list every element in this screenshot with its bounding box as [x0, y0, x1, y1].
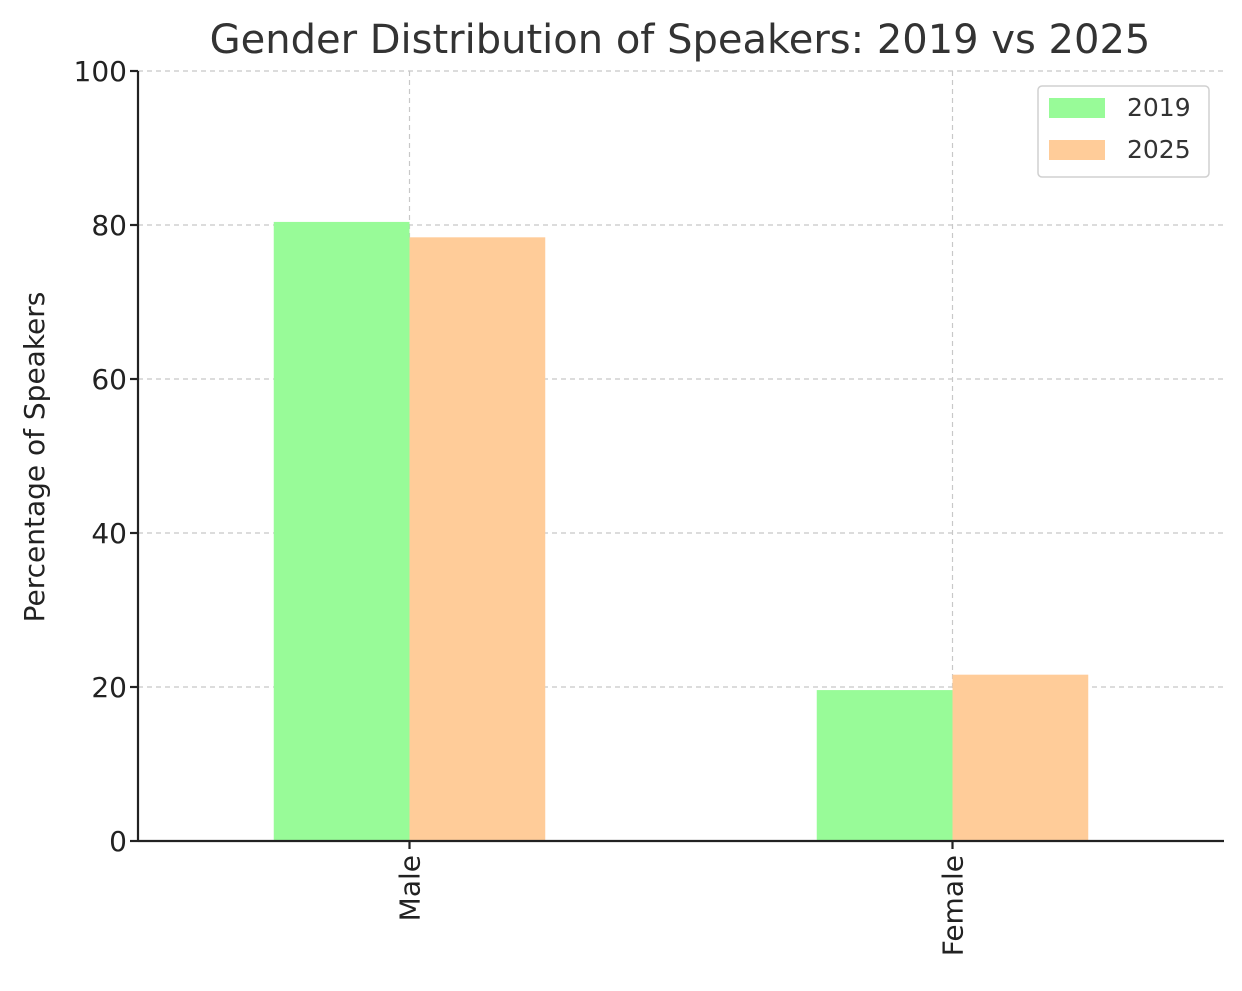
x-tick-label: Female [937, 855, 970, 956]
y-tick-label: 60 [91, 363, 127, 396]
y-tick-label: 100 [74, 55, 127, 88]
legend-swatch-2025 [1049, 140, 1105, 160]
bar-2019-female [816, 690, 953, 841]
legend-label-2025: 2025 [1127, 135, 1191, 164]
chart-title: Gender Distribution of Speakers: 2019 vs… [210, 17, 1151, 63]
y-axis-label: Percentage of Speakers [18, 292, 51, 623]
legend-swatch-2019 [1049, 98, 1105, 118]
axes: 0 20 40 60 80 100 Male Female [74, 55, 1224, 956]
legend: 2019 2025 [1037, 85, 1210, 178]
y-tick-label: 20 [91, 671, 127, 704]
y-tick-label: 40 [91, 517, 127, 550]
y-tick-label: 0 [109, 825, 127, 858]
bar-2025-male [409, 237, 546, 841]
y-tick-label: 80 [91, 209, 127, 242]
x-tick-label: Male [394, 855, 427, 921]
bars [273, 221, 1089, 842]
bar-2025-female [952, 674, 1089, 841]
legend-label-2019: 2019 [1127, 93, 1191, 122]
bar-2019-male [273, 221, 410, 842]
